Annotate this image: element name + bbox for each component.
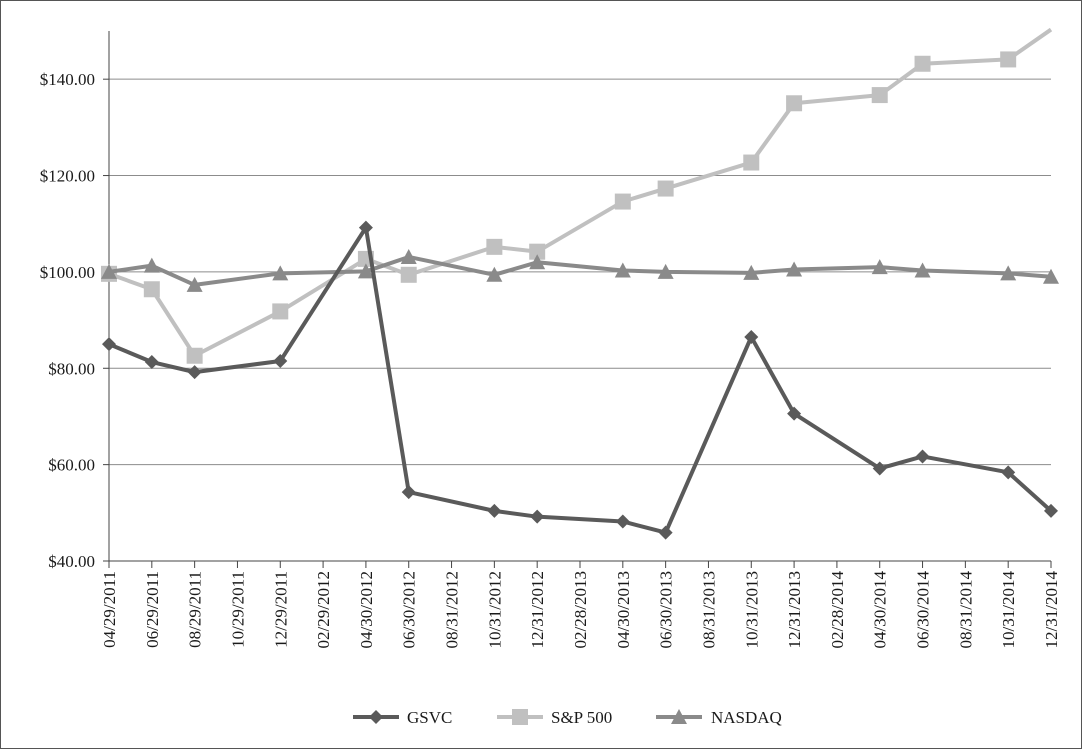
data-point-gsvc [872,461,887,476]
x-tick-label: 10/31/2013 [742,571,761,648]
data-point-nasdaq [486,266,503,282]
data-point-gsvc [401,485,416,500]
y-tick-label: $80.00 [48,359,95,378]
x-tick-label: 08/29/2011 [186,571,205,648]
data-point-nasdaq [101,263,117,279]
data-point-s-p-500 [272,303,289,320]
data-point-s-p-500 [786,95,803,112]
axes: $40.00 $60.00 $80.00 $100.00 $120.00 $140.00 0… [40,31,1061,648]
data-point-gsvc [615,514,630,529]
data-point-s-p-500 [871,87,888,104]
data-point-nasdaq [143,257,160,273]
y-tick-label: $60.00 [48,456,95,475]
data-point-nasdaq [743,264,760,280]
data-point-nasdaq [657,263,674,279]
x-tick-label: 12/29/2011 [271,571,290,648]
data-point-s-p-500 [743,154,760,171]
x-tick-label: 04/30/2013 [614,571,633,648]
series-layer [101,27,1059,540]
x-tick-label: 12/31/2012 [528,571,547,648]
data-point-gsvc [487,503,502,518]
legend-label-gsvc: GSVC [407,708,452,727]
data-point-nasdaq [786,261,803,277]
data-point-gsvc [915,449,930,464]
data-point-gsvc [1001,465,1016,480]
data-point-nasdaq [529,254,546,270]
data-point-s-p-500 [186,347,203,364]
data-point-s-p-500 [614,193,631,210]
data-point-gsvc [787,406,802,421]
data-point-s-p-500 [1000,51,1017,68]
data-point-gsvc [358,220,373,235]
data-point-nasdaq [1000,265,1017,281]
data-point-gsvc [1044,503,1058,518]
data-point-gsvc [187,365,202,380]
data-point-nasdaq [272,265,289,281]
y-tick-label: $100.00 [40,263,95,282]
series-nasdaq [101,248,1059,292]
data-point-nasdaq [357,263,374,279]
x-tick-label: 06/30/2012 [400,571,419,648]
legend-label-s-p-500: S&P 500 [551,708,612,727]
legend-label-nasdaq: NASDAQ [711,708,782,727]
x-tick-label: 02/28/2014 [828,571,847,649]
legend-item-nasdaq: NASDAQ [656,708,782,727]
data-point-s-p-500 [657,180,674,197]
data-point-gsvc [102,337,116,352]
x-tick-label: 12/31/2014 [1042,571,1061,649]
y-tick-label: $120.00 [40,167,95,186]
x-tick-label: 02/29/2012 [314,571,333,648]
data-point-s-p-500 [143,281,160,298]
legend-marker-s-p-500 [512,709,528,725]
x-tick-label: 08/31/2014 [956,571,975,649]
data-point-nasdaq [186,276,203,292]
data-point-nasdaq [400,248,417,264]
series-line-s-p-500 [108,27,1053,358]
x-tick-label: 12/31/2013 [785,571,804,648]
x-tick-label: 04/30/2012 [357,571,376,648]
x-tick-label: 06/30/2013 [657,571,676,648]
legend-item-s-p-500: S&P 500 [497,708,612,727]
gridlines [109,78,1051,466]
x-tick-label: 04/29/2011 [100,571,119,648]
series-s-p-500 [101,27,1053,364]
x-tick-label: 10/31/2014 [999,571,1018,649]
legend-item-gsvc: GSVC [353,708,452,727]
legend-marker-gsvc [369,710,383,724]
data-point-s-p-500 [400,266,417,283]
x-tick-label: 04/30/2014 [871,571,890,649]
data-point-s-p-500 [486,238,503,255]
y-tick-label: $140.00 [40,70,95,89]
data-point-s-p-500 [914,55,931,72]
x-tick-label: 02/28/2013 [571,571,590,648]
legend: GSVC S&P 500 NASDAQ [353,708,782,727]
y-tick-label: $40.00 [48,552,95,571]
x-tick-label: 06/29/2011 [143,571,162,648]
data-point-gsvc [144,355,159,370]
data-point-nasdaq [614,262,631,278]
x-tick-label: 10/31/2012 [485,571,504,648]
data-point-nasdaq [1043,268,1059,284]
x-tick-label: 06/30/2014 [914,571,933,649]
data-point-nasdaq [914,262,931,278]
data-point-nasdaq [871,259,888,275]
x-tick-label: 10/29/2011 [228,571,247,648]
data-point-gsvc [273,354,288,369]
data-point-gsvc [744,329,759,344]
data-point-gsvc [530,509,545,524]
series-line-gsvc [108,225,1053,535]
legend-marker-nasdaq [671,709,687,724]
x-tick-label: 08/31/2012 [443,571,462,648]
series-gsvc [102,220,1058,540]
data-point-gsvc [658,525,673,540]
x-tick-label: 08/31/2013 [699,571,718,648]
data-point-s-p-500 [529,243,546,260]
series-line-nasdaq [108,254,1052,287]
